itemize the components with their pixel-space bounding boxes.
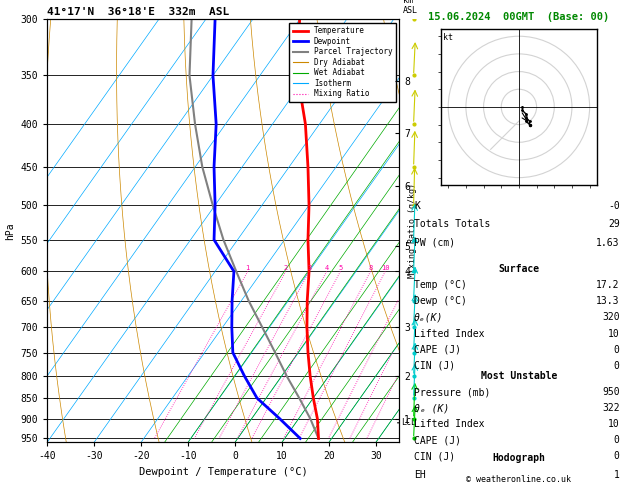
Text: K: K <box>414 201 420 211</box>
Text: 1.63: 1.63 <box>596 238 620 248</box>
Text: 10: 10 <box>608 329 620 339</box>
Text: © weatheronline.co.uk: © weatheronline.co.uk <box>467 474 571 484</box>
Text: CAPE (J): CAPE (J) <box>414 435 461 446</box>
Text: Lifted Index: Lifted Index <box>414 329 484 339</box>
Text: 320: 320 <box>602 312 620 323</box>
Text: 13.3: 13.3 <box>596 296 620 307</box>
Legend: Temperature, Dewpoint, Parcel Trajectory, Dry Adiabat, Wet Adiabat, Isotherm, Mi: Temperature, Dewpoint, Parcel Trajectory… <box>289 23 396 102</box>
Text: CAPE (J): CAPE (J) <box>414 345 461 355</box>
Text: 4: 4 <box>325 265 329 271</box>
Text: CIN (J): CIN (J) <box>414 361 455 371</box>
Text: Dewp (°C): Dewp (°C) <box>414 296 467 307</box>
Text: Lifted Index: Lifted Index <box>414 419 484 430</box>
Text: 0: 0 <box>614 451 620 462</box>
Text: 15.06.2024  00GMT  (Base: 00): 15.06.2024 00GMT (Base: 00) <box>428 12 610 22</box>
Text: 1: 1 <box>245 265 250 271</box>
Text: Mixing Ratio (g/kg): Mixing Ratio (g/kg) <box>408 183 417 278</box>
Text: 3: 3 <box>307 265 311 271</box>
Text: -0: -0 <box>608 201 620 211</box>
Text: 322: 322 <box>602 403 620 414</box>
Text: 10: 10 <box>381 265 389 271</box>
Text: θₑ (K): θₑ (K) <box>414 403 449 414</box>
Text: CIN (J): CIN (J) <box>414 451 455 462</box>
Text: LCL: LCL <box>401 418 416 427</box>
X-axis label: Dewpoint / Temperature (°C): Dewpoint / Temperature (°C) <box>139 467 308 477</box>
Text: Pressure (mb): Pressure (mb) <box>414 387 490 398</box>
Text: km
ASL: km ASL <box>403 0 418 15</box>
Text: 5: 5 <box>338 265 343 271</box>
Text: Temp (°C): Temp (°C) <box>414 280 467 291</box>
Text: 0: 0 <box>614 361 620 371</box>
Text: kt: kt <box>443 33 453 42</box>
Text: PW (cm): PW (cm) <box>414 238 455 248</box>
Text: 2: 2 <box>284 265 288 271</box>
Text: 8: 8 <box>369 265 372 271</box>
Text: 0: 0 <box>614 345 620 355</box>
Text: Totals Totals: Totals Totals <box>414 219 490 229</box>
Text: 17.2: 17.2 <box>596 280 620 291</box>
Text: θₑ(K): θₑ(K) <box>414 312 443 323</box>
Text: 29: 29 <box>608 219 620 229</box>
Y-axis label: hPa: hPa <box>5 222 15 240</box>
Text: Surface: Surface <box>499 264 540 274</box>
Text: 10: 10 <box>608 419 620 430</box>
Text: Most Unstable: Most Unstable <box>481 371 557 381</box>
Text: EH: EH <box>414 470 426 480</box>
Text: 950: 950 <box>602 387 620 398</box>
Text: 1: 1 <box>614 470 620 480</box>
Text: 41°17'N  36°18'E  332m  ASL: 41°17'N 36°18'E 332m ASL <box>47 7 230 17</box>
Text: Hodograph: Hodograph <box>493 453 546 464</box>
Text: 0: 0 <box>614 435 620 446</box>
